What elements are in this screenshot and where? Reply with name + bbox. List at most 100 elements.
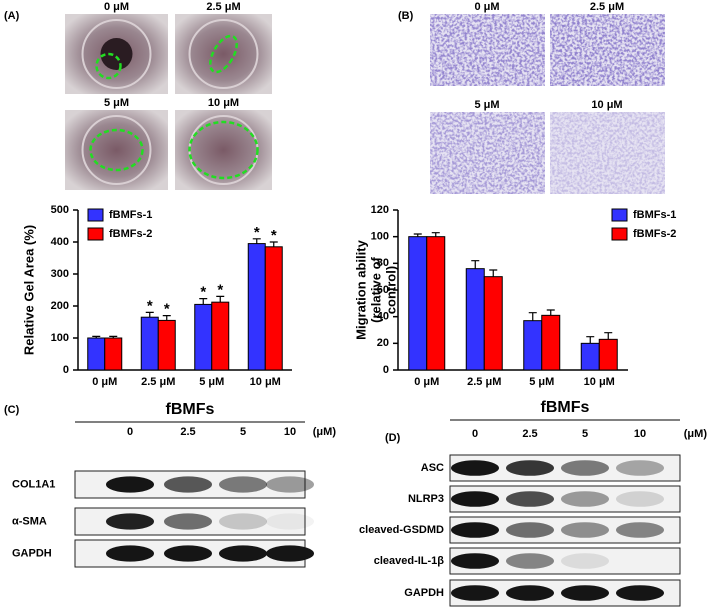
concentration: 2.5: [522, 428, 537, 440]
blot-band: [451, 585, 499, 601]
panel-label: (D): [385, 432, 401, 444]
blot-band: [451, 522, 499, 538]
panel-label: (C): [4, 404, 20, 416]
blot-row-label: ASC: [421, 462, 444, 474]
bar: [408, 236, 428, 371]
unit: (μM): [684, 428, 708, 440]
y-tick-label: 40: [377, 311, 389, 323]
legend-swatch: [87, 208, 104, 222]
blot-row-label: cleaved-IL-1β: [374, 555, 445, 567]
gel-outline: [89, 128, 144, 172]
blot-band: [219, 545, 267, 562]
error-bar: [471, 260, 480, 269]
y-tick-label: 60: [377, 284, 389, 296]
legend-label: fBMFs-2: [633, 228, 676, 240]
image-label: 0 μM: [474, 1, 499, 13]
concentration: 5: [582, 428, 588, 440]
x-tick-label: 0 μM: [92, 376, 117, 388]
error-bar: [109, 335, 118, 338]
y-tick-label: 500: [51, 204, 69, 216]
error-bar: [546, 309, 555, 316]
y-tick-label: 20: [377, 337, 389, 349]
image-label: 2.5 μM: [590, 1, 624, 13]
y-tick-label: 100: [51, 332, 69, 344]
x-tick-label: 0 μM: [414, 376, 439, 388]
blot-row-label: cleaved-GSDMD: [359, 524, 444, 536]
significance-mark: *: [147, 297, 153, 314]
blot-band: [506, 491, 554, 507]
blot-band: [616, 460, 664, 476]
bar: [247, 243, 266, 371]
error-bar: [586, 336, 595, 344]
x-tick-label: 2.5 μM: [467, 376, 501, 388]
legend-label: fBMFs-2: [109, 228, 152, 240]
y-tick-label: 120: [371, 204, 389, 216]
blot-band: [219, 476, 267, 493]
blot-band: [451, 491, 499, 507]
well-inner: [81, 19, 152, 89]
x-tick-label: 5 μM: [199, 376, 224, 388]
blot-band: [451, 553, 499, 569]
blot-band: [506, 553, 554, 569]
blot-group: fBMFs: [541, 399, 590, 416]
significance-mark: *: [271, 227, 277, 244]
blot-row-label: α-SMA: [12, 515, 47, 527]
legend-swatch: [611, 227, 628, 241]
error-bar: [489, 269, 498, 277]
migration-cells: [430, 14, 545, 86]
gel-outline: [188, 120, 259, 180]
gel-outline: [209, 34, 238, 74]
blot-band: [266, 545, 314, 562]
y-tick-label: 0: [63, 364, 69, 376]
error-bar: [92, 335, 101, 338]
blot-band: [561, 553, 609, 569]
x-tick-label: 5 μM: [529, 376, 554, 388]
blot-band: [219, 513, 267, 530]
bar: [541, 314, 561, 371]
concentration: 5: [240, 426, 246, 438]
significance-mark: *: [200, 284, 206, 301]
y-tick-label: 300: [51, 268, 69, 280]
well-photo: [175, 110, 272, 190]
bar: [157, 319, 176, 371]
blot-band: [106, 513, 154, 530]
y-axis-label: (relative of: [368, 256, 383, 322]
error-bar: [145, 311, 154, 318]
bar: [523, 320, 543, 371]
legend-swatch: [611, 208, 628, 222]
blot-band: [164, 513, 212, 530]
significance-mark: *: [254, 224, 260, 241]
significance-mark: *: [217, 281, 223, 298]
bar: [465, 268, 485, 371]
error-bar: [413, 233, 422, 237]
blot-row-label: GAPDH: [404, 587, 444, 599]
blot-band: [451, 460, 499, 476]
y-tick-label: 80: [377, 257, 389, 269]
y-tick-label: 200: [51, 300, 69, 312]
concentration: 0: [127, 426, 133, 438]
bar: [140, 316, 159, 371]
migration-cells: [550, 14, 665, 86]
blot-band: [506, 522, 554, 538]
well-inner: [81, 115, 152, 185]
x-tick-label: 2.5 μM: [141, 376, 175, 388]
bar: [264, 246, 283, 371]
blot-band: [106, 545, 154, 562]
concentration: 10: [284, 426, 296, 438]
blot-row-label: NLRP3: [408, 493, 444, 505]
image-label: 10 μM: [591, 99, 622, 111]
concentration: 10: [634, 428, 646, 440]
concentration: 2.5: [180, 426, 195, 438]
blot-band: [561, 522, 609, 538]
well-inner: [188, 19, 259, 89]
blot-row-label: COL1A1: [12, 478, 55, 490]
blot-band: [616, 491, 664, 507]
bar: [580, 342, 600, 371]
y-tick-label: 100: [371, 231, 389, 243]
panel-label: (B): [398, 10, 414, 22]
blot-band: [561, 585, 609, 601]
blot-band: [266, 513, 314, 530]
error-bar: [199, 298, 208, 305]
blot-band: [616, 585, 664, 601]
error-bar: [252, 238, 261, 244]
